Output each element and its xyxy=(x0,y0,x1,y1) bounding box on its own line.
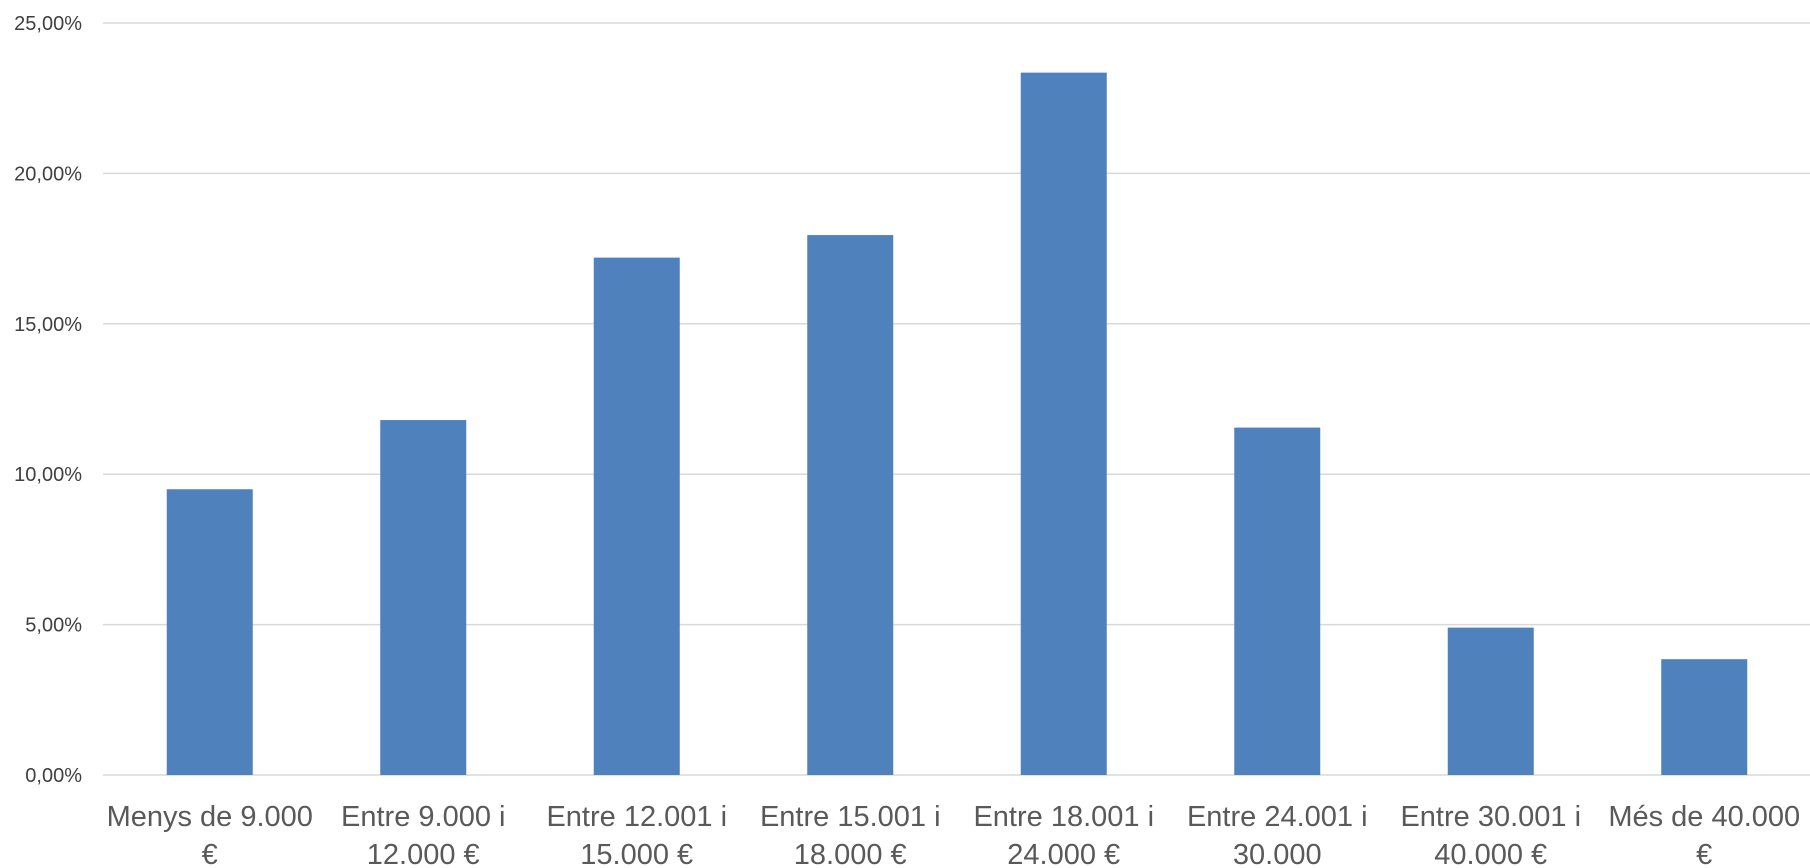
x-axis-tick-labels: Menys de 9.000 €Entre 9.000 i 12.000 €Entr… xyxy=(107,801,1801,868)
x-tick-label: Entre 18.001 i 24.000 € xyxy=(973,801,1154,868)
x-tick-label-line: Entre 9.000 i xyxy=(341,801,505,833)
bar xyxy=(1020,72,1107,775)
bar xyxy=(1234,427,1321,775)
x-tick-label: Menys de 9.000 € xyxy=(107,801,313,868)
x-tick-label-line: 15.000 € xyxy=(580,839,693,868)
bar xyxy=(166,489,253,775)
x-tick-label-line: € xyxy=(1696,839,1712,868)
x-tick-label-line: Entre 24.001 i xyxy=(1187,801,1368,833)
y-tick-label: 15,00% xyxy=(14,314,82,336)
y-axis-tick-labels: 0,00% 5,00% 10,00% 15,00% 20,00% 25,00% xyxy=(14,13,82,787)
bar xyxy=(593,257,680,775)
x-tick-label-line: Entre 15.001 i xyxy=(760,801,941,833)
x-tick-label-line: 40.000 € xyxy=(1434,839,1547,868)
x-tick-label: Entre 15.001 i 18.000 € xyxy=(760,801,941,868)
y-tick-label: 20,00% xyxy=(14,163,82,185)
x-tick-label-line: Menys de 9.000 xyxy=(107,801,313,833)
x-tick-label-line: Entre 18.001 i xyxy=(973,801,1154,833)
x-tick-label: Entre 9.000 i 12.000 € xyxy=(341,801,505,868)
x-tick-label-line: 30.000 xyxy=(1233,839,1322,868)
x-tick-label-line: Entre 30.001 i xyxy=(1400,801,1581,833)
x-tick-label-line: Més de 40.000 xyxy=(1608,801,1800,833)
gridlines xyxy=(103,22,1810,776)
y-tick-label: 10,00% xyxy=(14,464,82,486)
x-tick-label-line: 24.000 € xyxy=(1007,839,1120,868)
y-tick-label: 5,00% xyxy=(25,615,82,637)
x-tick-label-line: 12.000 € xyxy=(367,839,480,868)
y-tick-label: 25,00% xyxy=(14,13,82,35)
bar xyxy=(380,420,467,775)
bar xyxy=(1447,627,1534,775)
bar xyxy=(807,235,894,776)
x-tick-label: Més de 40.000 € xyxy=(1608,801,1800,868)
x-tick-label-line: € xyxy=(202,839,218,868)
x-tick-label: Entre 24.001 i 30.000 xyxy=(1187,801,1368,868)
x-tick-label: Entre 12.001 i 15.000 € xyxy=(546,801,727,868)
x-tick-label-line: 18.000 € xyxy=(794,839,907,868)
bars xyxy=(166,72,1748,776)
bar xyxy=(1661,659,1748,775)
x-tick-label-line: Entre 12.001 i xyxy=(546,801,727,833)
y-tick-label: 0,00% xyxy=(25,765,82,787)
x-tick-label: Entre 30.001 i 40.000 € xyxy=(1400,801,1581,868)
